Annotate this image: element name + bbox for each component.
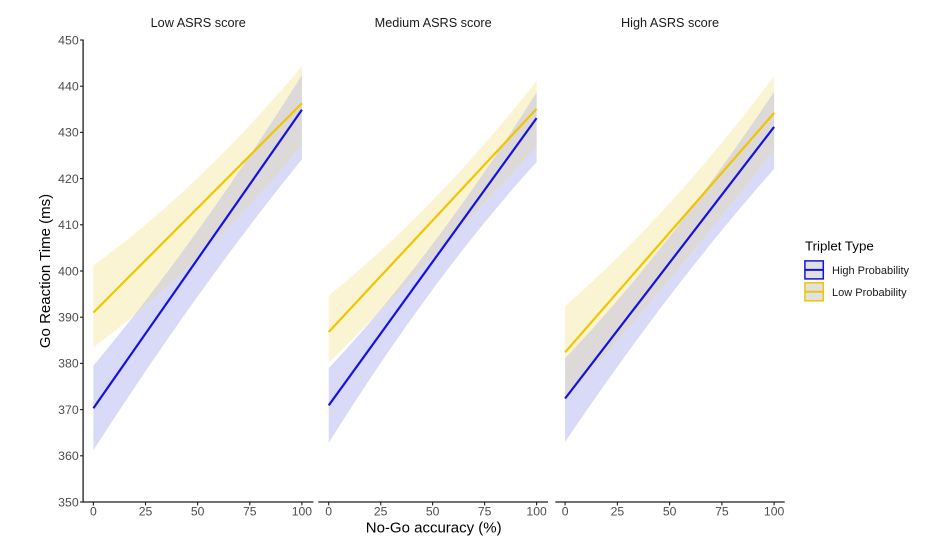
- svg-text:Triplet Type: Triplet Type: [805, 239, 874, 254]
- svg-text:370: 370: [58, 403, 79, 417]
- svg-text:75: 75: [243, 504, 257, 518]
- svg-text:No-Go accuracy (%): No-Go accuracy (%): [366, 520, 502, 537]
- svg-text:50: 50: [663, 504, 677, 518]
- svg-text:50: 50: [191, 504, 205, 518]
- svg-text:High Probability: High Probability: [832, 265, 910, 277]
- svg-text:100: 100: [526, 504, 547, 518]
- svg-text:Low Probability: Low Probability: [832, 287, 907, 299]
- svg-text:25: 25: [611, 504, 625, 518]
- svg-text:450: 450: [58, 33, 79, 47]
- svg-text:360: 360: [58, 449, 79, 463]
- svg-text:75: 75: [715, 504, 729, 518]
- svg-text:430: 430: [58, 126, 79, 140]
- svg-text:Go Reaction Time (ms): Go Reaction Time (ms): [37, 194, 54, 348]
- svg-text:High ASRS score: High ASRS score: [621, 16, 719, 30]
- svg-text:0: 0: [562, 504, 569, 518]
- svg-text:380: 380: [58, 357, 79, 371]
- svg-text:350: 350: [58, 495, 79, 509]
- svg-text:25: 25: [139, 504, 153, 518]
- svg-text:Medium ASRS score: Medium ASRS score: [375, 16, 492, 30]
- svg-text:0: 0: [325, 504, 332, 518]
- svg-text:390: 390: [58, 311, 79, 325]
- svg-text:Low ASRS score: Low ASRS score: [151, 16, 246, 30]
- svg-text:0: 0: [90, 504, 97, 518]
- svg-text:410: 410: [58, 218, 79, 232]
- svg-text:420: 420: [58, 172, 79, 186]
- svg-text:100: 100: [292, 504, 313, 518]
- svg-text:100: 100: [764, 504, 785, 518]
- svg-text:75: 75: [478, 504, 492, 518]
- svg-text:440: 440: [58, 80, 79, 94]
- svg-text:25: 25: [374, 504, 388, 518]
- svg-text:400: 400: [58, 264, 79, 278]
- svg-text:50: 50: [426, 504, 440, 518]
